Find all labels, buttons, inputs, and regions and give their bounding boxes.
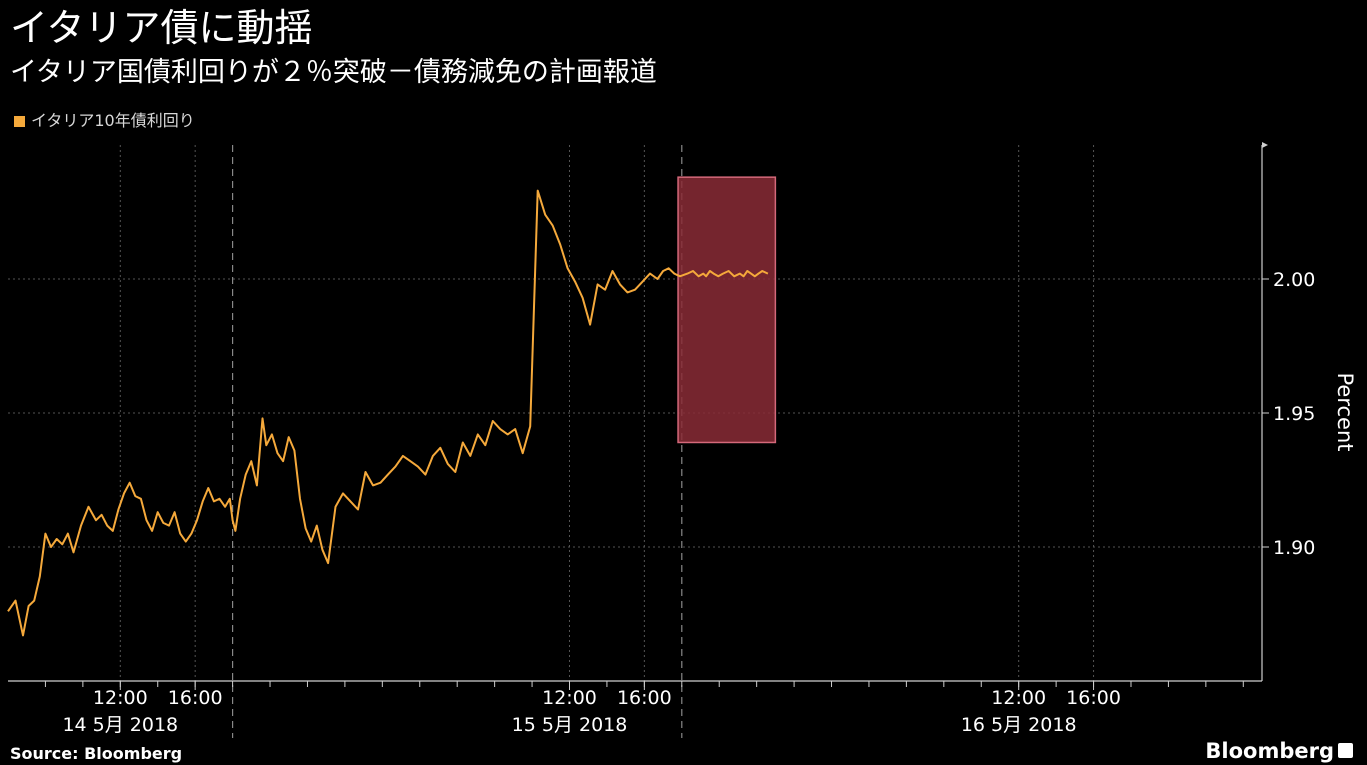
x-day-label: 14 5月 2018 [62,714,178,736]
highlight-box [677,176,777,444]
legend-swatch [14,116,25,127]
grid-lines [8,145,1262,738]
y-axis-arrow [1262,142,1268,148]
legend-label: イタリア10年債利回り [31,111,195,130]
x-day-label: 15 5月 2018 [512,714,628,736]
x-tick-label: 16:00 [617,687,672,709]
y-axis-title: Percent [1333,372,1357,451]
chart-title: イタリア債に動揺 [10,6,313,50]
x-day-label: 16 5月 2018 [961,714,1077,736]
brand-name: Bloomberg [1205,739,1334,763]
x-tick-label: 12:00 [93,687,148,709]
series-line [7,189,769,637]
y-tick-label: 1.90 [1273,537,1315,559]
y-tick-label: 1.95 [1273,403,1315,425]
y-tick-label: 2.00 [1273,269,1315,291]
x-tick-label: 12:00 [542,687,597,709]
series-layer [7,189,769,637]
x-tick-label: 16:00 [168,687,223,709]
bloomberg-logo-icon [1338,743,1353,758]
highlight-layer [677,176,777,444]
brand-logo: Bloomberg [1205,739,1353,763]
axes: 12:00 16:00 12:00 16:00 12:00 16:00 14 5月 2018… [8,142,1357,736]
source-note: Source: Bloomberg [10,744,183,763]
x-tick-label: 16:00 [1066,687,1121,709]
chart-subtitle: イタリア国債利回りが２％突破－債務減免の計画報道 [10,57,657,88]
legend: イタリア10年債利回り [14,111,195,131]
x-tick-label: 12:00 [991,687,1046,709]
